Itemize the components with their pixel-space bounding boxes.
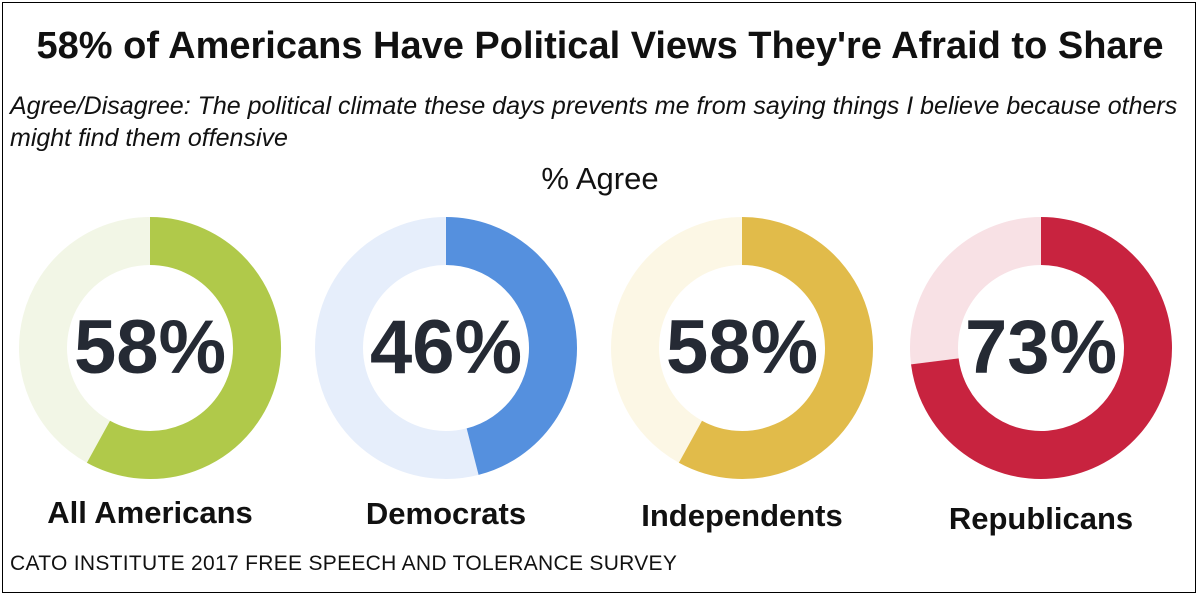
donut-remainder-independents	[611, 217, 743, 463]
donut-independents: 58% Independents	[611, 217, 873, 533]
donut-all-americans: 58% All Americans	[19, 217, 281, 530]
donut-slice-independents	[678, 217, 873, 479]
chart-subtitle: Agree/Disagree: The political climate th…	[10, 92, 1178, 152]
category-label-democrats: Democrats	[366, 496, 526, 531]
value-label-democrats: 46%	[370, 305, 522, 390]
donut-remainder-all-americans	[19, 217, 151, 463]
donut-slice-democrats	[445, 217, 577, 475]
donut-slice-all-americans	[86, 217, 281, 479]
value-label-all-americans: 58%	[74, 305, 226, 390]
category-label-republicans: Republicans	[949, 501, 1133, 536]
value-label-independents: 58%	[666, 305, 818, 390]
category-label-all-americans: All Americans	[47, 495, 253, 530]
donut-democrats: 46% Democrats	[315, 217, 577, 531]
donut-remainder-democrats	[315, 217, 479, 479]
category-label-independents: Independents	[641, 498, 843, 533]
value-label-republicans: 73%	[965, 305, 1117, 390]
measure-label: % Agree	[541, 161, 659, 196]
donut-slice-republicans	[911, 217, 1172, 479]
donut-republicans: 73% Republicans	[910, 217, 1172, 536]
source-note: CATO INSTITUTE 2017 FREE SPEECH AND TOLE…	[10, 552, 678, 575]
chart-title: 58% of Americans Have Political Views Th…	[36, 25, 1164, 67]
donut-remainder-republicans	[910, 217, 1042, 365]
